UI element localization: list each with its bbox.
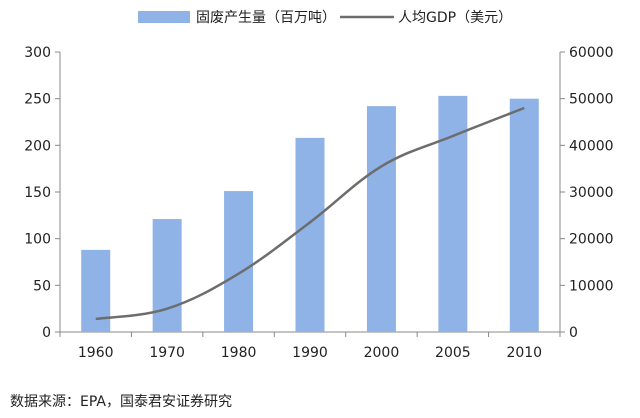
x-tick-label: 2010	[506, 345, 542, 361]
bar-1990	[296, 138, 325, 332]
y-right-tick-label: 20000	[569, 232, 614, 248]
x-tick-label: 1970	[149, 345, 185, 361]
y-left-tick-label: 300	[24, 45, 51, 61]
bar-2010	[510, 99, 539, 332]
x-tick-label: 1980	[221, 345, 257, 361]
y-right-tick-label: 50000	[569, 92, 614, 108]
legend-swatch-bar	[138, 11, 190, 23]
y-right-tick-label: 0	[569, 325, 578, 341]
bar-2000	[367, 106, 396, 332]
y-left-tick-label: 0	[42, 325, 51, 341]
bars	[81, 96, 539, 332]
source-note: 数据来源：EPA，国泰君安证券研究	[10, 391, 232, 411]
legend: 固废产生量（百万吨） 人均GDP（美元）	[138, 10, 512, 26]
y-left-tick-label: 100	[24, 232, 51, 248]
x-tick-labels: 1960 1970 1980 1990 2000 2005 2010	[78, 345, 542, 361]
y-left-tick-label: 200	[24, 138, 51, 154]
y-right-tick-label: 10000	[569, 278, 614, 294]
bar-1960	[81, 250, 110, 332]
y-right-tick-label: 60000	[569, 45, 614, 61]
y-right-tick-label: 30000	[569, 185, 614, 201]
y-left-tick-label: 50	[33, 278, 51, 294]
x-tick-label: 1990	[292, 345, 328, 361]
x-tick-label: 2000	[364, 345, 400, 361]
bar-1970	[153, 219, 182, 332]
legend-label-line: 人均GDP（美元）	[398, 10, 512, 26]
bar-1980	[224, 191, 253, 332]
y-left-tick-label: 150	[24, 185, 51, 201]
x-tick-label: 2005	[435, 345, 471, 361]
legend-label-bar: 固废产生量（百万吨）	[196, 10, 336, 26]
x-tick-label: 1960	[78, 345, 114, 361]
y-right-tick-label: 40000	[569, 138, 614, 154]
y-left-tick-label: 250	[24, 92, 51, 108]
